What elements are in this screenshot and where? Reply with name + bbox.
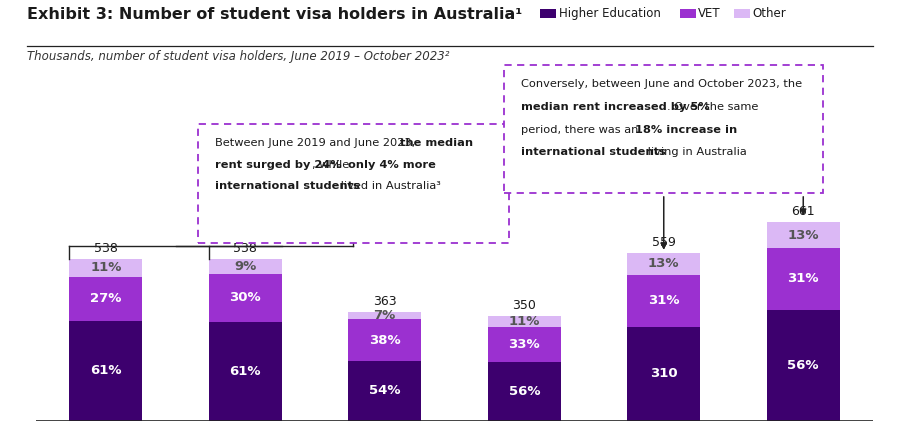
Text: 38%: 38% [369, 334, 400, 347]
Bar [627, 275, 700, 327]
Text: international students: international students [521, 147, 666, 157]
Text: 27%: 27% [90, 292, 122, 305]
Text: Thousands, number of student visa holders, June 2019 – October 2023²: Thousands, number of student visa holder… [27, 50, 449, 63]
Text: 30%: 30% [230, 292, 261, 304]
Bar [69, 259, 142, 277]
Text: living in Australia: living in Australia [644, 147, 746, 157]
Text: 56%: 56% [508, 385, 540, 398]
Text: median rent increased by 5%: median rent increased by 5% [521, 102, 710, 112]
Text: 33%: 33% [508, 338, 540, 351]
Text: VET: VET [698, 7, 721, 20]
Text: 56%: 56% [788, 359, 819, 372]
Bar [767, 248, 840, 309]
Text: 31%: 31% [648, 294, 680, 307]
Text: Conversely, between June and October 2023, the: Conversely, between June and October 202… [521, 79, 802, 89]
Text: 13%: 13% [788, 229, 819, 241]
Text: Exhibit 3: Number of student visa holders in Australia¹: Exhibit 3: Number of student visa holder… [27, 7, 522, 22]
Text: 538: 538 [233, 243, 257, 256]
Text: 11%: 11% [90, 262, 122, 274]
Bar [348, 319, 421, 361]
Text: Between June 2019 and June 2023,: Between June 2019 and June 2023, [215, 138, 419, 148]
Text: 559: 559 [652, 236, 676, 249]
Bar [209, 259, 282, 274]
Bar [69, 277, 142, 321]
Text: 310: 310 [650, 368, 678, 380]
Bar [209, 322, 282, 421]
Text: . Over the same: . Over the same [667, 102, 759, 112]
Text: 363: 363 [373, 295, 397, 308]
Bar [348, 361, 421, 421]
Text: 31%: 31% [788, 272, 819, 285]
Bar [348, 312, 421, 319]
Text: 13%: 13% [648, 257, 680, 270]
Bar [488, 362, 561, 421]
Bar [627, 253, 700, 275]
Text: 350: 350 [512, 299, 536, 312]
Text: lived in Australia³: lived in Australia³ [337, 181, 440, 191]
Text: 661: 661 [791, 205, 815, 218]
Text: 9%: 9% [234, 260, 256, 273]
Bar [767, 309, 840, 421]
Text: Higher Education: Higher Education [559, 7, 661, 20]
Bar [69, 321, 142, 421]
Bar [209, 274, 282, 322]
Text: 54%: 54% [369, 385, 400, 398]
Text: 18% increase in: 18% increase in [635, 125, 738, 135]
Text: rent surged by 24%: rent surged by 24% [215, 160, 342, 170]
Text: the median: the median [400, 138, 473, 148]
Bar [488, 316, 561, 327]
Text: 7%: 7% [374, 309, 396, 322]
Text: 61%: 61% [90, 364, 122, 377]
Bar [767, 222, 840, 248]
Text: only 4% more: only 4% more [348, 160, 436, 170]
Text: international students: international students [215, 181, 360, 191]
Text: period, there was an: period, there was an [521, 125, 642, 135]
Text: Other: Other [752, 7, 787, 20]
Text: 11%: 11% [508, 315, 540, 328]
Text: 61%: 61% [230, 365, 261, 378]
Text: 538: 538 [94, 243, 118, 256]
Text: , while: , while [312, 160, 353, 170]
Bar [627, 327, 700, 421]
Bar [488, 327, 561, 362]
